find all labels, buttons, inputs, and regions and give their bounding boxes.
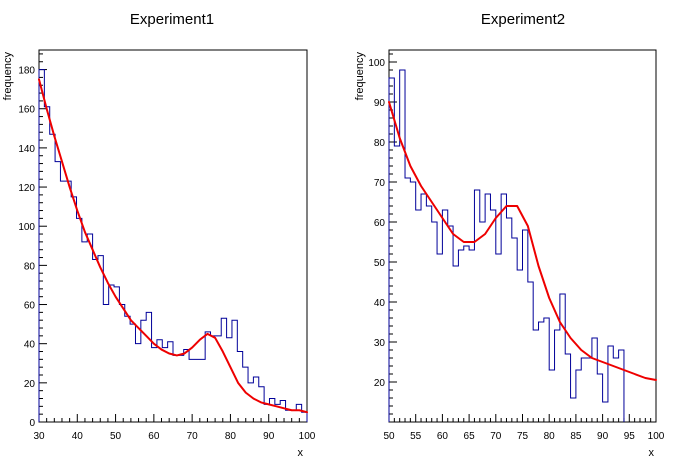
y-tick-label: 40 (374, 298, 386, 309)
x-tick-label: 95 (624, 431, 636, 442)
y-tick-label: 160 (18, 105, 35, 116)
histogram-bins (388, 69, 625, 422)
y-axis-label: frequency (2, 52, 14, 101)
x-tick-label: 100 (648, 431, 665, 442)
x-tick-label: 75 (517, 431, 529, 442)
y-tick-label: 70 (374, 178, 386, 189)
x-tick-label: 80 (544, 431, 556, 442)
x-tick-label: 65 (464, 431, 476, 442)
x-tick-label: 70 (187, 431, 199, 442)
x-axis-label: x (298, 447, 304, 459)
plot-frame (38, 49, 308, 423)
y-tick-label: 40 (24, 340, 36, 351)
x-tick-label: 50 (383, 431, 395, 442)
histogram-bins (38, 69, 308, 422)
x-tick-label: 50 (110, 431, 122, 442)
y-tick-label: 30 (374, 338, 386, 349)
x-tick-label: 30 (33, 431, 45, 442)
x-tick-label: 55 (410, 431, 422, 442)
x-tick-label: 60 (148, 431, 160, 442)
y-tick-label: 140 (18, 144, 35, 155)
x-tick-label: 70 (490, 431, 502, 442)
fit-curve (388, 101, 657, 381)
x-tick-label: 90 (597, 431, 609, 442)
x-tick-label: 60 (437, 431, 449, 442)
x-axis-label: x (649, 447, 655, 459)
chart-panel-experiment1: Experiment1 frequency x 30 40 50 60 70 80 90 10… (2, 11, 316, 459)
y-tick-label: 100 (368, 58, 385, 69)
y-tick-label: 100 (18, 222, 35, 233)
chart-title: Experiment1 (130, 11, 214, 28)
y-tick-label: 0 (29, 418, 35, 429)
y-tick-label: 90 (374, 98, 386, 109)
y-tick-label: 60 (24, 301, 36, 312)
y-tick-label: 60 (374, 218, 386, 229)
y-tick-label: 20 (374, 378, 386, 389)
chart-title: Experiment2 (481, 11, 565, 28)
fit-curve (38, 78, 308, 414)
x-tick-label: 85 (570, 431, 582, 442)
y-tick-label: 120 (18, 183, 35, 194)
x-tick-label: 90 (263, 431, 275, 442)
y-tick-label: 50 (374, 258, 386, 269)
y-tick-label: 180 (18, 66, 35, 77)
chart-panel-experiment2: Experiment2 frequency x 50 55 60 65 70 75 80 85… (354, 11, 665, 459)
y-tick-label: 80 (374, 138, 386, 149)
y-axis-label: frequency (354, 52, 366, 101)
y-tick-label: 80 (24, 261, 36, 272)
x-tick-label: 100 (299, 431, 316, 442)
x-tick-label: 40 (72, 431, 84, 442)
x-tick-label: 80 (225, 431, 237, 442)
y-tick-label: 20 (24, 379, 36, 390)
